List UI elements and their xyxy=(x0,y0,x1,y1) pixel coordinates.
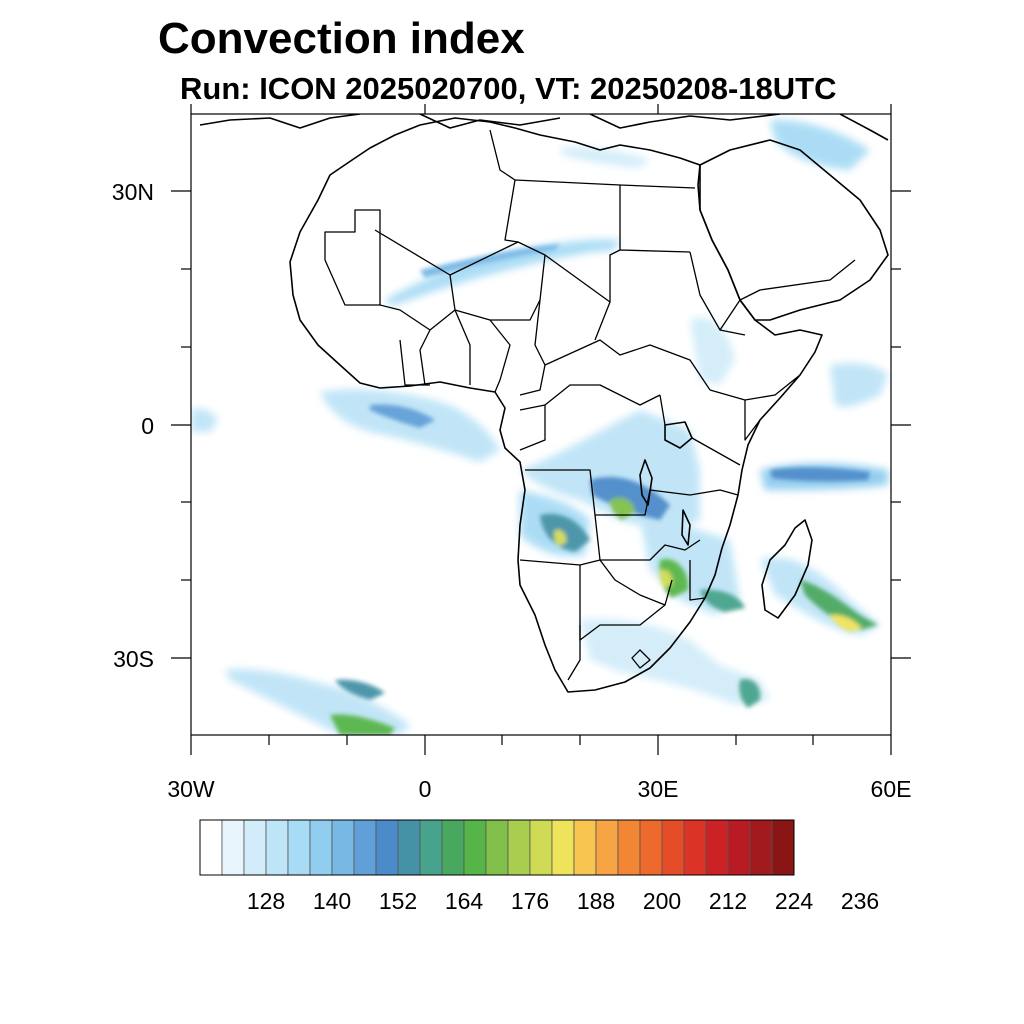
colorbar-swatch xyxy=(397,819,421,876)
colorbar-label: 200 xyxy=(642,888,682,914)
lake-tanganyika xyxy=(639,459,653,506)
lat-label-30s: 30S xyxy=(113,646,154,672)
colorbar-swatch xyxy=(419,819,443,876)
colorbar-swatch xyxy=(463,819,487,876)
colorbar-swatch xyxy=(529,819,553,876)
colorbar-swatch xyxy=(639,819,663,876)
colorbar-swatch xyxy=(661,819,685,876)
colorbar-swatch xyxy=(221,819,245,876)
colorbar-swatch xyxy=(353,819,377,876)
colorbar xyxy=(199,819,795,876)
lake-victoria xyxy=(664,421,693,449)
colorbar-swatch xyxy=(573,819,597,876)
colorbar-swatch xyxy=(265,819,289,876)
colorbar-label: 176 xyxy=(510,888,550,914)
colorbar-swatch xyxy=(595,819,619,876)
colorbar-swatch xyxy=(441,819,465,876)
colorbar-swatch xyxy=(375,819,399,876)
lat-ticks xyxy=(171,190,911,659)
colorbar-label: 188 xyxy=(576,888,616,914)
colorbar-label: 128 xyxy=(246,888,286,914)
chart-title: Convection index xyxy=(158,14,525,63)
colorbar-label: 164 xyxy=(444,888,484,914)
colorbar-label: 152 xyxy=(378,888,418,914)
colorbar-swatch xyxy=(727,819,751,876)
colorbar-label: 224 xyxy=(774,888,814,914)
colorbar-label: 212 xyxy=(708,888,748,914)
colorbar-swatch xyxy=(287,819,311,876)
lake-malawi xyxy=(681,509,691,546)
arabia-coastline xyxy=(699,139,889,321)
colorbar-swatch xyxy=(309,819,333,876)
lon-label-30w: 30W xyxy=(167,776,215,802)
colorbar-swatch xyxy=(243,819,267,876)
chart-subtitle: Run: ICON 2025020700, VT: 20250208-18UTC xyxy=(180,71,837,106)
colorbar-swatch xyxy=(683,819,707,876)
colorbar-swatch xyxy=(551,819,575,876)
colorbar-swatch xyxy=(617,819,641,876)
colorbar-frame xyxy=(199,819,795,876)
map-background xyxy=(191,114,891,735)
convection-field xyxy=(191,119,888,735)
lon-label-0: 0 xyxy=(418,776,432,802)
africa-coastline xyxy=(289,117,823,693)
map-plot-area xyxy=(191,114,891,735)
madagascar-coastline xyxy=(761,519,813,619)
country-borders xyxy=(324,129,856,681)
coastlines xyxy=(199,114,889,693)
map-frame xyxy=(171,104,911,755)
colorbar-swatch xyxy=(705,819,729,876)
colorbar-swatch xyxy=(771,819,795,876)
europe-coastline xyxy=(199,114,889,141)
colorbar-swatch xyxy=(507,819,531,876)
lon-label-30e: 30E xyxy=(637,776,679,802)
lat-label-30n: 30N xyxy=(111,179,154,205)
colorbar-swatch xyxy=(199,819,223,876)
colorbar-swatch xyxy=(485,819,509,876)
colorbar-swatch xyxy=(331,819,355,876)
lon-ticks xyxy=(190,104,892,755)
lat-label-0: 0 xyxy=(141,413,154,439)
colorbar-label: 140 xyxy=(312,888,352,914)
colorbar-swatch xyxy=(749,819,773,876)
lon-label-60e: 60E xyxy=(870,776,912,802)
colorbar-label: 236 xyxy=(840,888,880,914)
